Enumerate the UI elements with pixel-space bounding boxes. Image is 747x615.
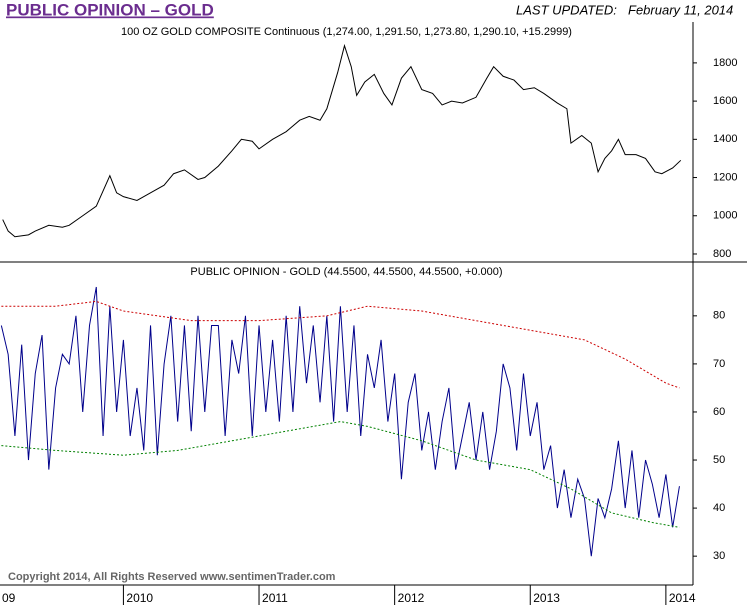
y-tick-label: 80 [713, 310, 725, 322]
y-tick-label: 30 [713, 550, 725, 562]
y-tick-label: 800 [713, 248, 731, 260]
y-tick-label: 1800 [713, 57, 737, 69]
copyright: Copyright 2014, All Rights Reserved www.… [8, 571, 336, 583]
updated-label: LAST UPDATED: [516, 2, 617, 17]
y-tick-label: 1400 [713, 133, 737, 145]
y-tick-label: 50 [713, 454, 725, 466]
panel-title: 100 OZ GOLD COMPOSITE Continuous (1,274.… [121, 26, 572, 38]
panel-title: PUBLIC OPINION - GOLD (44.5500, 44.5500,… [190, 266, 502, 278]
x-tick-label: 2014 [669, 591, 696, 605]
page-title: PUBLIC OPINION – GOLD [6, 0, 214, 19]
y-tick-label: 1600 [713, 95, 737, 107]
y-tick-label: 1200 [713, 171, 737, 183]
series-line [1, 300, 680, 389]
series-line [1, 421, 680, 528]
y-tick-label: 60 [713, 406, 725, 418]
y-tick-label: 1000 [713, 210, 737, 222]
series-line [2, 43, 682, 238]
x-tick-label: 2011 [262, 591, 288, 605]
x-tick-label: 2012 [398, 591, 425, 605]
x-tick-label: 2010 [126, 591, 153, 605]
series-line [0, 286, 680, 557]
updated-date: February 11, 2014 [628, 2, 733, 17]
x-tick-label: 09 [2, 591, 16, 605]
y-tick-label: 40 [713, 502, 725, 514]
x-tick-label: 2013 [533, 591, 560, 605]
y-tick-label: 70 [713, 358, 725, 370]
